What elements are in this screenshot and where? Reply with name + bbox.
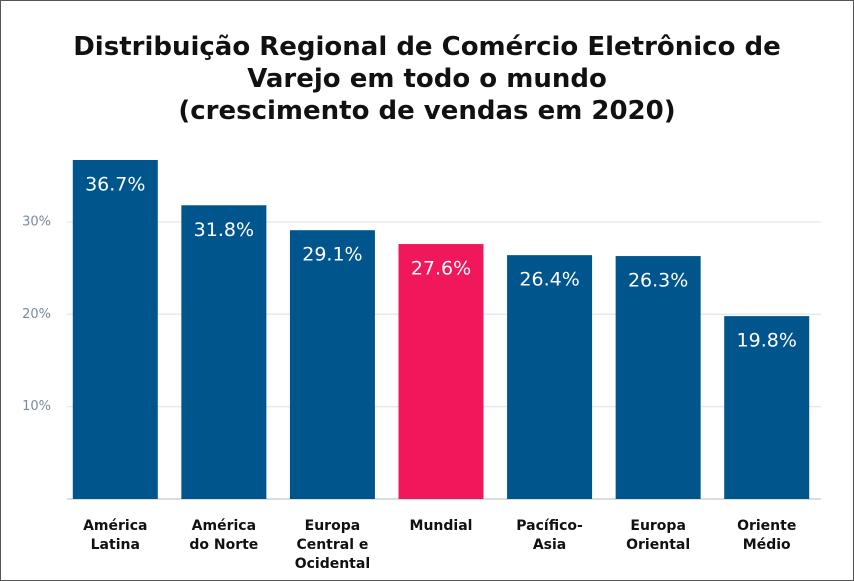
x-tick-label: América Latina (83, 518, 148, 553)
bar (72, 160, 158, 500)
bar (724, 316, 810, 499)
data-label: 27.6% (411, 258, 471, 280)
bar (398, 244, 484, 499)
data-label: 29.1% (302, 244, 362, 266)
data-label: 36.7% (85, 174, 145, 196)
x-tick-label: Mundial (409, 518, 473, 534)
y-tick-label: 20% (22, 307, 51, 322)
x-tick-label: Europa Central e Ocidental (294, 518, 371, 572)
data-label: 31.8% (194, 219, 254, 241)
bar (615, 256, 701, 499)
chart-title: Distribuição Regional de Comércio Eletrô… (73, 32, 781, 126)
x-tick-label: América do Norte (189, 518, 259, 553)
data-label: 19.8% (737, 330, 797, 352)
bar (289, 230, 375, 500)
y-tick-label: 30% (22, 214, 51, 229)
x-tick-label: Europa Oriental (626, 518, 691, 553)
data-label: 26.4% (519, 269, 579, 291)
data-label: 26.3% (628, 270, 688, 292)
x-tick-label: Pacífico- Asia (516, 518, 583, 553)
bar (507, 255, 593, 499)
bar (181, 205, 267, 499)
x-tick-label: Oriente Médio (737, 518, 797, 553)
y-tick-label: 10% (22, 399, 51, 414)
